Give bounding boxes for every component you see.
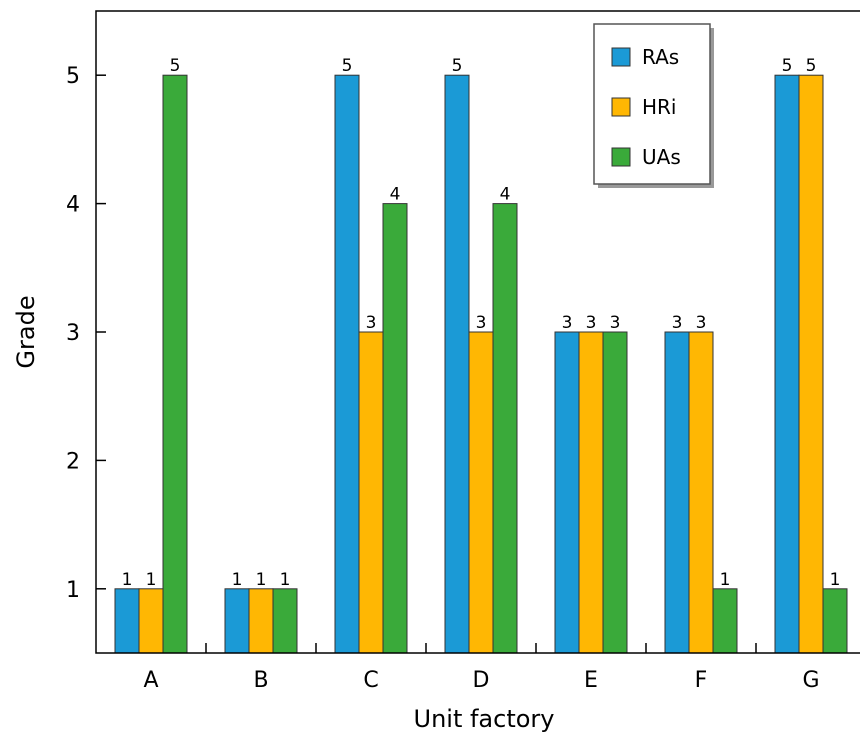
value-label-uas-e: 3 bbox=[610, 313, 621, 333]
value-label-uas-d: 4 bbox=[500, 185, 511, 205]
bar-hri-d bbox=[468, 331, 494, 654]
bar-hri-f bbox=[688, 331, 714, 654]
x-tick-label: C bbox=[363, 668, 378, 693]
bar-uas-b bbox=[272, 588, 298, 654]
bar-uas-f bbox=[712, 588, 738, 654]
value-label-uas-g: 1 bbox=[830, 570, 841, 590]
legend-swatch-uas bbox=[611, 147, 631, 167]
bar-hri-b bbox=[248, 588, 274, 654]
y-tick-label: 1 bbox=[66, 578, 80, 603]
y-tick-label: 4 bbox=[66, 193, 80, 218]
legend-label-uas: UAs bbox=[642, 145, 681, 169]
y-axis-label: Grade bbox=[12, 295, 40, 368]
value-label-ras-c: 5 bbox=[342, 56, 353, 76]
value-label-hri-d: 3 bbox=[476, 313, 487, 333]
x-axis-label: Unit factory bbox=[414, 705, 555, 733]
x-tick-label: G bbox=[802, 668, 819, 693]
y-tick-label: 3 bbox=[66, 321, 80, 346]
legend-label-ras: RAs bbox=[642, 45, 679, 69]
value-label-ras-g: 5 bbox=[782, 56, 793, 76]
value-label-uas-b: 1 bbox=[280, 570, 291, 590]
value-label-hri-e: 3 bbox=[586, 313, 597, 333]
value-label-ras-f: 3 bbox=[672, 313, 683, 333]
value-label-uas-a: 5 bbox=[170, 56, 181, 76]
x-tick-label: D bbox=[473, 668, 490, 693]
x-tick-label: E bbox=[584, 668, 598, 693]
x-axis: A B C D E F G bbox=[143, 643, 820, 693]
x-tick-label: A bbox=[143, 668, 158, 693]
bar-ras-d bbox=[444, 74, 470, 654]
bar-ras-g bbox=[774, 74, 800, 654]
y-tick-label: 2 bbox=[66, 449, 80, 474]
bar-hri-c bbox=[358, 331, 384, 654]
value-label-ras-a: 1 bbox=[122, 570, 133, 590]
bar-uas-d bbox=[492, 203, 518, 654]
bar-hri-a bbox=[138, 588, 164, 654]
bar-ras-a bbox=[114, 588, 140, 654]
bar-uas-g bbox=[822, 588, 848, 654]
value-label-ras-b: 1 bbox=[232, 570, 243, 590]
x-tick-label: B bbox=[253, 668, 268, 693]
value-label-hri-b: 1 bbox=[256, 570, 267, 590]
bar-uas-a bbox=[162, 74, 188, 654]
bar-hri-e bbox=[578, 331, 604, 654]
y-axis: 1 2 3 4 5 bbox=[66, 64, 106, 603]
legend-label-hri: HRi bbox=[642, 95, 677, 119]
value-label-ras-e: 3 bbox=[562, 313, 573, 333]
bar-ras-b bbox=[224, 588, 250, 654]
value-label-uas-f: 1 bbox=[720, 570, 731, 590]
value-label-hri-c: 3 bbox=[366, 313, 377, 333]
legend: RAs HRi UAs bbox=[593, 23, 714, 188]
bar-ras-e bbox=[554, 331, 580, 654]
value-label-hri-f: 3 bbox=[696, 313, 707, 333]
bar-hri-g bbox=[798, 74, 824, 654]
value-label-uas-c: 4 bbox=[390, 185, 401, 205]
value-label-hri-a: 1 bbox=[146, 570, 157, 590]
bar-ras-f bbox=[664, 331, 690, 654]
y-tick-label: 5 bbox=[66, 64, 80, 89]
value-label-ras-d: 5 bbox=[452, 56, 463, 76]
legend-swatch-ras bbox=[611, 47, 631, 67]
bars-layer bbox=[114, 74, 848, 654]
bar-uas-c bbox=[382, 203, 408, 654]
bar-uas-e bbox=[602, 331, 628, 654]
legend-swatch-hri bbox=[611, 97, 631, 117]
value-label-hri-g: 5 bbox=[806, 56, 817, 76]
x-tick-label: F bbox=[695, 668, 708, 693]
bar-ras-c bbox=[334, 74, 360, 654]
